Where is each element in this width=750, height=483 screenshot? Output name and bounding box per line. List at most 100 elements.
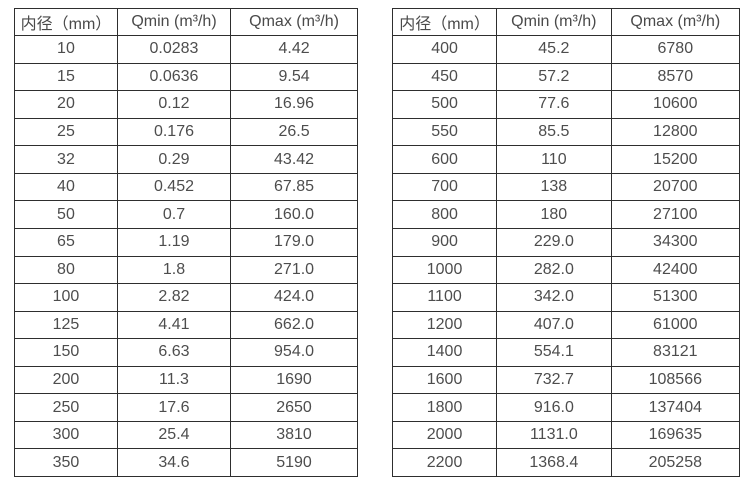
cell: 160.0 bbox=[230, 200, 358, 229]
table-row: 125 4.41 662.0 bbox=[14, 310, 358, 340]
col-header-inner-diameter: 内径（mm） bbox=[14, 8, 118, 36]
cell: 0.0283 bbox=[116, 35, 232, 64]
cell: 125 bbox=[14, 310, 118, 340]
cell: 50 bbox=[14, 200, 118, 229]
cell: 34300 bbox=[610, 227, 741, 257]
table-row: 1600 732.7 108566 bbox=[391, 365, 741, 395]
table-row: 350 34.6 5190 bbox=[14, 448, 358, 477]
table-row: 500 77.6 10600 bbox=[391, 90, 741, 119]
cell: 25 bbox=[14, 117, 118, 147]
cell: 1800 bbox=[391, 393, 498, 422]
cell: 25.4 bbox=[116, 420, 232, 450]
table-row: 1400 554.1 83121 bbox=[391, 338, 741, 367]
cell: 900 bbox=[391, 227, 498, 257]
cell: 2200 bbox=[391, 448, 498, 477]
cell: 1400 bbox=[391, 338, 498, 367]
table-row: 25 0.176 26.5 bbox=[14, 117, 358, 147]
cell: 0.29 bbox=[116, 145, 232, 174]
table-row: 400 45.2 6780 bbox=[391, 35, 741, 64]
table-body: 400 45.2 6780 450 57.2 8570 500 77.6 10600 550 85.… bbox=[391, 35, 741, 477]
cell: 20 bbox=[14, 90, 118, 119]
cell: 10 bbox=[14, 35, 118, 64]
cell: 282.0 bbox=[496, 255, 612, 285]
cell: 1.8 bbox=[116, 255, 232, 285]
table-row: 800 180 27100 bbox=[391, 200, 741, 229]
col-header-qmax: Qmax (m³/h) bbox=[610, 8, 741, 36]
cell: 80 bbox=[14, 255, 118, 285]
cell: 300 bbox=[14, 420, 118, 450]
table-row: 20 0.12 16.96 bbox=[14, 90, 358, 119]
table-row: 50 0.7 160.0 bbox=[14, 200, 358, 229]
cell: 67.85 bbox=[230, 172, 358, 202]
cell: 1200 bbox=[391, 310, 498, 340]
cell: 16.96 bbox=[230, 90, 358, 119]
cell: 700 bbox=[391, 172, 498, 202]
table-row: 1800 916.0 137404 bbox=[391, 393, 741, 422]
table-row: 32 0.29 43.42 bbox=[14, 145, 358, 174]
table-row: 100 2.82 424.0 bbox=[14, 283, 358, 312]
cell: 1690 bbox=[230, 365, 358, 395]
table-row: 550 85.5 12800 bbox=[391, 117, 741, 147]
cell: 271.0 bbox=[230, 255, 358, 285]
table-row: 700 138 20700 bbox=[391, 172, 741, 202]
table-row: 1200 407.0 61000 bbox=[391, 310, 741, 340]
cell: 110 bbox=[496, 145, 612, 174]
cell: 1100 bbox=[391, 283, 498, 312]
cell: 169635 bbox=[610, 420, 741, 450]
cell: 108566 bbox=[610, 365, 741, 395]
cell: 4.42 bbox=[230, 35, 358, 64]
cell: 45.2 bbox=[496, 35, 612, 64]
col-header-qmin: Qmin (m³/h) bbox=[116, 8, 232, 36]
table-row: 150 6.63 954.0 bbox=[14, 338, 358, 367]
cell: 12800 bbox=[610, 117, 741, 147]
header-row: 内径（mm） Qmin (m³/h) Qmax (m³/h) bbox=[391, 8, 741, 36]
table-row: 40 0.452 67.85 bbox=[14, 172, 358, 202]
cell: 43.42 bbox=[230, 145, 358, 174]
cell: 662.0 bbox=[230, 310, 358, 340]
cell: 2.82 bbox=[116, 283, 232, 312]
cell: 34.6 bbox=[116, 448, 232, 477]
cell: 180 bbox=[496, 200, 612, 229]
cell: 65 bbox=[14, 227, 118, 257]
cell: 100 bbox=[14, 283, 118, 312]
cell: 450 bbox=[391, 62, 498, 92]
cell: 150 bbox=[14, 338, 118, 367]
cell: 8570 bbox=[610, 62, 741, 92]
cell: 27100 bbox=[610, 200, 741, 229]
cell: 11.3 bbox=[116, 365, 232, 395]
cell: 42400 bbox=[610, 255, 741, 285]
cell: 61000 bbox=[610, 310, 741, 340]
cell: 916.0 bbox=[496, 393, 612, 422]
cell: 0.452 bbox=[116, 172, 232, 202]
cell: 85.5 bbox=[496, 117, 612, 147]
table-row: 80 1.8 271.0 bbox=[14, 255, 358, 285]
cell: 9.54 bbox=[230, 62, 358, 92]
flow-table-large-diameters: 内径（mm） Qmin (m³/h) Qmax (m³/h) 400 45.2 67… bbox=[391, 8, 741, 477]
cell: 0.12 bbox=[116, 90, 232, 119]
flow-table-small-diameters: 内径（mm） Qmin (m³/h) Qmax (m³/h) 10 0.0283 4… bbox=[14, 8, 358, 477]
cell: 17.6 bbox=[116, 393, 232, 422]
table-row: 2000 1131.0 169635 bbox=[391, 420, 741, 450]
cell: 179.0 bbox=[230, 227, 358, 257]
table-row: 600 110 15200 bbox=[391, 145, 741, 174]
cell: 400 bbox=[391, 35, 498, 64]
table-row: 1000 282.0 42400 bbox=[391, 255, 741, 285]
cell: 407.0 bbox=[496, 310, 612, 340]
cell: 550 bbox=[391, 117, 498, 147]
cell: 137404 bbox=[610, 393, 741, 422]
cell: 5190 bbox=[230, 448, 358, 477]
cell: 77.6 bbox=[496, 90, 612, 119]
cell: 0.176 bbox=[116, 117, 232, 147]
col-header-qmin: Qmin (m³/h) bbox=[496, 8, 612, 36]
cell: 600 bbox=[391, 145, 498, 174]
table-body: 10 0.0283 4.42 15 0.0636 9.54 20 0.12 16.96 25 0.1… bbox=[14, 35, 358, 477]
table-row: 15 0.0636 9.54 bbox=[14, 62, 358, 92]
cell: 26.5 bbox=[230, 117, 358, 147]
cell: 0.0636 bbox=[116, 62, 232, 92]
cell: 954.0 bbox=[230, 338, 358, 367]
cell: 57.2 bbox=[496, 62, 612, 92]
cell: 6.63 bbox=[116, 338, 232, 367]
cell: 0.7 bbox=[116, 200, 232, 229]
cell: 40 bbox=[14, 172, 118, 202]
header-row: 内径（mm） Qmin (m³/h) Qmax (m³/h) bbox=[14, 8, 358, 36]
